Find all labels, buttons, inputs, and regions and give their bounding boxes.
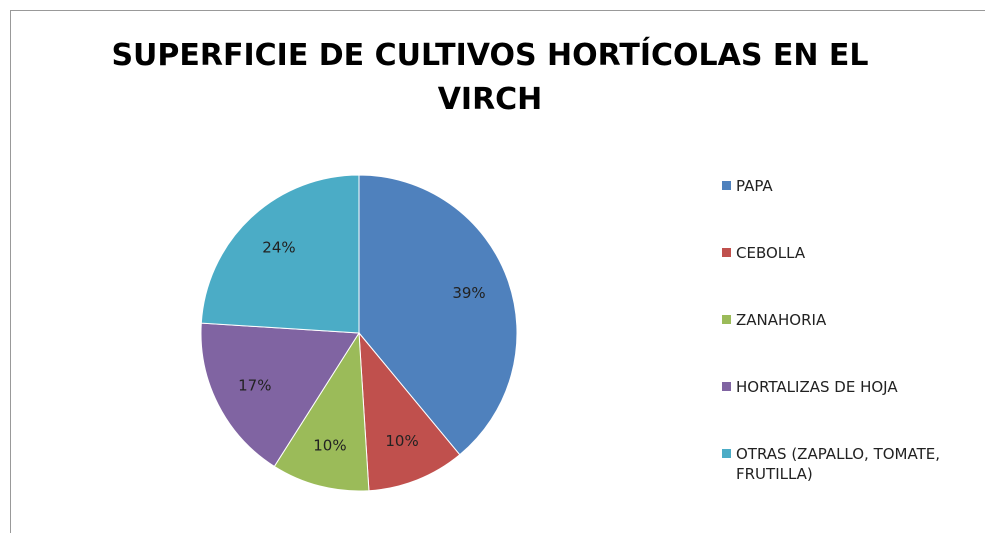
data-label: 10% (385, 432, 418, 450)
pie-slice (358, 174, 518, 456)
legend-label: HORTALIZAS DE HOJA (736, 378, 898, 396)
legend-label: PAPA (736, 177, 773, 195)
legend-item: ZANAHORIA (722, 310, 972, 377)
legend: PAPA CEBOLLA ZANAHORIA HORTALIZAS DE HOJA OT… (722, 176, 972, 511)
legend-label: ZANAHORIA (736, 311, 827, 329)
pie-slice (200, 322, 360, 468)
data-label: 17% (238, 377, 271, 395)
legend-label: CEBOLLA (736, 244, 806, 262)
pie-slice (200, 174, 360, 334)
legend-swatch (722, 382, 731, 391)
chart-title: SUPERFICIE DE CULTIVOS HORTÍCOLAS EN EL … (111, 38, 869, 117)
legend-swatch (722, 449, 731, 458)
legend-item: PAPA (722, 176, 972, 243)
legend-item: OTRAS (ZAPALLO, TOMATE, FRUTILLA) (722, 444, 972, 511)
pie-slice (273, 331, 370, 492)
data-label: 39% (452, 284, 485, 302)
pie-slice (358, 331, 461, 492)
data-label: 24% (262, 238, 295, 256)
data-label: 10% (313, 437, 346, 455)
chart-frame (10, 10, 985, 533)
legend-swatch (722, 315, 731, 324)
legend-label: OTRAS (ZAPALLO, TOMATE, FRUTILLA) (736, 445, 941, 483)
legend-swatch (722, 248, 731, 257)
legend-item: CEBOLLA (722, 243, 972, 310)
legend-swatch (722, 181, 731, 190)
legend-item: HORTALIZAS DE HOJA (722, 377, 972, 444)
